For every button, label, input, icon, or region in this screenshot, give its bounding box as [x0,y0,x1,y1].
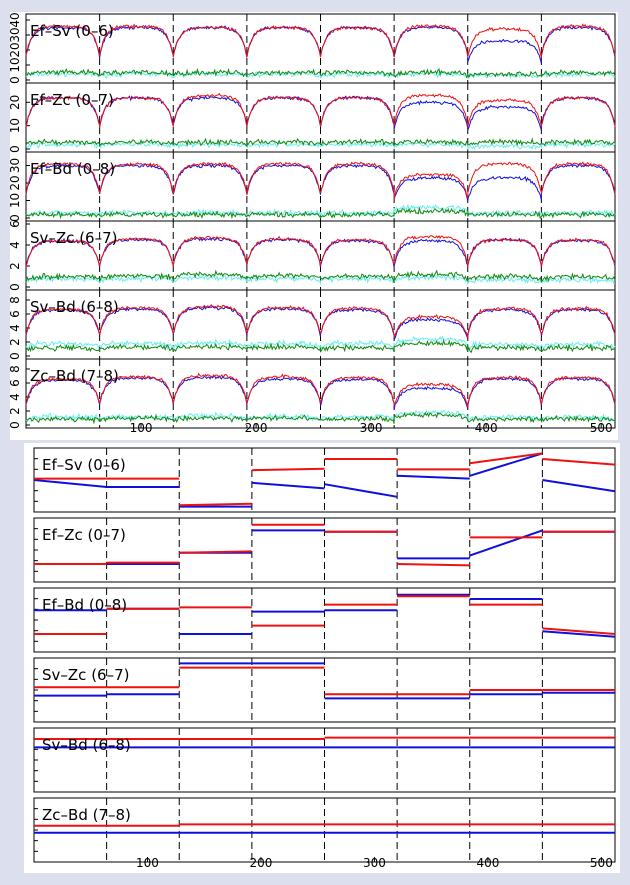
y-tick-label: 8 [8,365,22,373]
x-tick-label: 400 [475,421,498,435]
y-tick-label: 0 [8,76,22,84]
amplitude-panel: 0 2 4 6 8 Sv–Bd (6–8) [8,289,616,360]
phase-panel: Ef–Zc (0–7) [33,517,616,583]
x-tick-label: 500 [590,856,613,870]
panel-label: Zc–Bd (7–8) [42,806,131,824]
cyan-series-line [25,203,616,220]
y-tick-label: 10 [8,118,22,133]
y-tick-label: 0 [8,352,22,360]
green-series-line [25,338,616,354]
red-phase-segment [179,502,252,507]
panel-label: Ef–Zc (0–7) [42,526,126,544]
y-tick-label: 2 [8,262,22,270]
y-tick-label: 30 [8,27,22,42]
y-tick-label: 40 [8,12,22,27]
blue-phase-segment [542,630,616,638]
blue-series-line [25,375,616,410]
green-series-line [25,67,616,79]
panel-label: Sv–Zc (6–7) [30,229,117,247]
y-tick-label: 0 [8,145,22,153]
y-tick-label: 4 [8,324,22,332]
y-tick-label: 0 [8,214,22,222]
y-tick-label: 10 [8,57,22,72]
blue-series-line [25,162,616,202]
panel-label: Ef–Bd (0–8) [42,596,127,614]
y-tick-label: 0 [8,421,22,429]
x-tick-label: 200 [250,856,273,870]
y-tick-label: 30 [8,158,22,173]
green-series-line [25,411,616,425]
panel-label: Sv–Bd (6–8) [30,298,119,316]
red-series-line [25,234,616,267]
y-tick-label: 2 [8,407,22,415]
x-tick-label: 100 [136,856,159,870]
panel-label: Ef–Sv (0–6) [42,456,126,474]
blue-phase-segment [469,529,543,557]
x-tick-label: 300 [360,421,383,435]
y-tick-label: 4 [8,241,22,249]
x-tick-label: 300 [363,856,386,870]
panel-label: Sv–Zc (6–7) [42,666,129,684]
red-phase-segment [179,550,252,554]
y-tick-label: 20 [8,175,22,190]
phase-panel: Zc–Bd (7–8) [33,797,616,863]
y-tick-label: 20 [8,42,22,57]
x-tick-label: 400 [476,856,499,870]
blue-phase-segment [397,474,470,480]
y-tick-label: 6 [8,220,22,228]
red-phase-segment [397,563,470,567]
red-phase-segment [542,627,616,635]
x-tick-label: 200 [245,421,268,435]
blue-series-line [25,305,616,341]
y-tick-label: 10 [8,193,22,208]
red-series-line [25,304,616,339]
red-series-line [25,92,616,128]
green-series-line [25,137,616,148]
y-tick-label: 0 [8,283,22,291]
y-tick-label: 20 [8,95,22,110]
y-tick-label: 6 [8,310,22,318]
panel-label: Ef–Sv (0–6) [30,22,114,40]
blue-phase-segment [251,481,325,490]
panel-label: Sv–Bd (6–8) [42,736,131,754]
green-series-line [25,269,616,283]
cyan-series-line [25,334,616,351]
blue-phase-segment [33,479,107,488]
y-tick-label: 6 [8,379,22,387]
amplitude-panel: 0 10 20 30 Ef–Bd (0–8) [8,151,616,222]
red-series-line [25,161,616,200]
x-tick-label: 100 [130,421,153,435]
amplitude-panel: 0 2 4 6 Sv–Zc (6–7) [8,220,616,291]
blue-phase-segment [324,483,398,498]
red-phase-segment [251,467,325,472]
panel-label: Ef–Zc (0–7) [30,91,114,109]
phase-panel: Sv–Zc (6–7) [33,657,616,723]
green-series-line [25,207,616,220]
y-tick-label: 4 [8,393,22,401]
panel-label: Ef–Bd (0–8) [30,160,115,178]
phase-panel: Ef–Bd (0–8) [33,587,616,653]
amplitude-panel: 0 2 4 6 8 Zc–Bd (7–8) [8,358,616,429]
cyan-series-line [25,273,616,286]
x-tick-label: 500 [590,421,613,435]
red-series-line [25,23,616,59]
blue-phase-segment [469,452,543,477]
red-phase-segment [542,458,616,466]
red-phase-segment [469,452,543,465]
blue-series-line [25,236,616,268]
panel-label: Zc–Bd (7–8) [30,367,119,385]
y-tick-label: 8 [8,296,22,304]
blue-phase-segment [542,479,616,493]
phase-panel: Ef–Sv (0–6) [33,447,616,513]
phase-panel: Sv–Bd (6–8) [33,727,616,793]
y-tick-label: 2 [8,338,22,346]
cyan-series-line [25,139,616,151]
red-series-line [25,372,616,408]
